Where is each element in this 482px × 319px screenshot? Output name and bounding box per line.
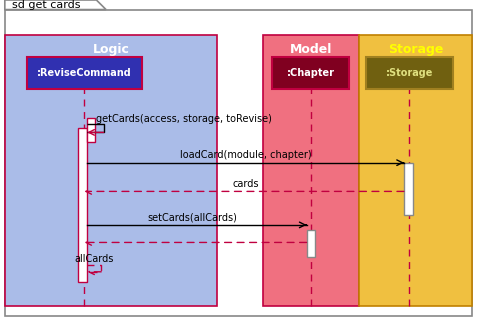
Text: :Storage: :Storage <box>386 68 433 78</box>
Text: cards: cards <box>233 179 259 189</box>
Text: loadCard(module, chapter): loadCard(module, chapter) <box>180 150 312 160</box>
FancyBboxPatch shape <box>27 57 142 89</box>
FancyBboxPatch shape <box>307 230 315 257</box>
FancyBboxPatch shape <box>272 57 349 89</box>
Text: sd get cards: sd get cards <box>12 0 80 10</box>
Polygon shape <box>5 0 106 10</box>
Text: Logic: Logic <box>93 43 129 56</box>
Text: allCards: allCards <box>75 254 114 264</box>
Text: :Chapter: :Chapter <box>287 68 335 78</box>
FancyBboxPatch shape <box>5 35 217 306</box>
FancyBboxPatch shape <box>366 57 453 89</box>
Text: Storage: Storage <box>388 43 443 56</box>
FancyBboxPatch shape <box>263 35 359 306</box>
Text: :ReviseCommand: :ReviseCommand <box>37 68 132 78</box>
FancyBboxPatch shape <box>5 10 472 316</box>
FancyBboxPatch shape <box>359 35 472 306</box>
Text: getCards(access, storage, toRevise): getCards(access, storage, toRevise) <box>96 114 272 124</box>
FancyBboxPatch shape <box>87 118 95 142</box>
Text: setCards(allCards): setCards(allCards) <box>148 212 238 222</box>
FancyBboxPatch shape <box>404 163 413 215</box>
FancyBboxPatch shape <box>78 128 87 282</box>
Text: Model: Model <box>290 43 332 56</box>
